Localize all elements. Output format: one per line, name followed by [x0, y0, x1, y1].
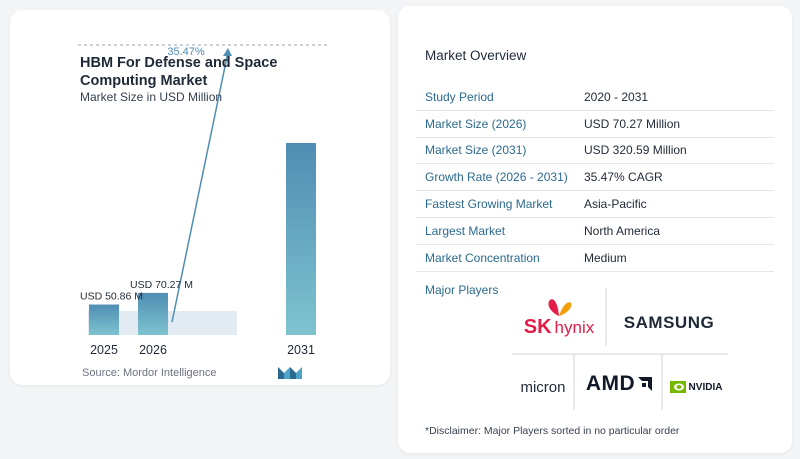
- tick-label-2026: 2026: [139, 343, 167, 357]
- market-overview-title: Market Overview: [425, 48, 527, 63]
- market-overview-table: Study Period 2020 - 2031 Market Size (20…: [416, 84, 774, 272]
- overview-row: Growth Rate (2026 - 2031) 35.47% CAGR: [416, 164, 774, 192]
- hynix-wordmark: hynix: [554, 317, 595, 337]
- players-grid-lines: [512, 288, 728, 410]
- row-value: Asia-Pacific: [584, 197, 647, 212]
- overview-row: Market Concentration Medium: [416, 245, 774, 272]
- bar-2031: [286, 143, 316, 335]
- cagr-arrow-head: [223, 48, 232, 56]
- tick-label-2025: 2025: [90, 343, 118, 357]
- major-players-label: Major Players: [425, 283, 499, 297]
- market-overview-card: Market Overview Study Period 2020 - 2031…: [398, 6, 792, 453]
- row-value: USD 320.59 Million: [584, 143, 687, 158]
- cagr-arrow-line: [171, 51, 229, 323]
- row-label: Growth Rate (2026 - 2031): [425, 170, 568, 185]
- chart-subtitle: Market Size in USD Million: [80, 90, 223, 104]
- overview-row: Market Size (2026) USD 70.27 Million: [416, 111, 774, 138]
- mordor-logo-icon: [278, 367, 302, 379]
- bar-2025: [89, 304, 119, 335]
- sk-hynix-logo: SK hynix: [514, 290, 604, 346]
- major-players-grid: SK hynix SAMSUNG micron AMD NVIDIA: [512, 288, 728, 410]
- amd-wordmark: AMD: [585, 372, 636, 395]
- bar-2026: [138, 292, 168, 335]
- data-label-2025: USD 50.86 M: [80, 291, 143, 303]
- nvidia-wordmark: NVIDIA: [688, 381, 723, 393]
- row-label: Study Period: [425, 89, 494, 104]
- row-label: Largest Market: [425, 223, 506, 238]
- tick-label-2031: 2031: [287, 343, 315, 357]
- disclaimer-text: *Disclaimer: Major Players sorted in no …: [425, 425, 680, 437]
- nvidia-eye-icon: [669, 381, 686, 393]
- nvidia-logo: NVIDIA: [664, 372, 728, 402]
- sk-butterfly-icon: [548, 298, 572, 316]
- source-text: Source: Mordor Intelligence: [82, 367, 217, 379]
- row-label: Market Size (2031): [425, 143, 527, 158]
- row-value: 35.47% CAGR: [584, 170, 663, 185]
- overview-row: Study Period 2020 - 2031: [416, 84, 774, 111]
- row-label: Fastest Growing Market: [425, 197, 553, 212]
- cagr-label: 35.47%: [167, 46, 205, 58]
- sk-wordmark: SK: [523, 315, 552, 338]
- row-label: Market Concentration: [425, 250, 540, 265]
- row-label: Market Size (2026): [425, 116, 527, 131]
- overview-row: Market Size (2031) USD 320.59 Million: [416, 138, 774, 165]
- amd-logo: AMD: [576, 366, 662, 402]
- row-value: 2020 - 2031: [584, 89, 649, 104]
- row-value: Medium: [584, 250, 627, 265]
- data-label-2026: USD 70.27 M: [130, 279, 193, 291]
- micron-logo: micron: [520, 378, 566, 396]
- overview-row: Fastest Growing Market Asia-Pacific: [416, 191, 774, 218]
- chart-card: 35.47% USD 50.86 M USD 70.27 M 2025 2026 2031…: [10, 10, 390, 385]
- row-value: USD 70.27 Million: [584, 116, 681, 131]
- chart-title: HBM For Defense and Space Computing Mark…: [80, 55, 278, 89]
- amd-arrow-icon: [638, 377, 653, 391]
- overview-row: Largest Market North America: [416, 218, 774, 245]
- row-value: North America: [584, 223, 661, 238]
- samsung-logo: SAMSUNG: [623, 313, 715, 332]
